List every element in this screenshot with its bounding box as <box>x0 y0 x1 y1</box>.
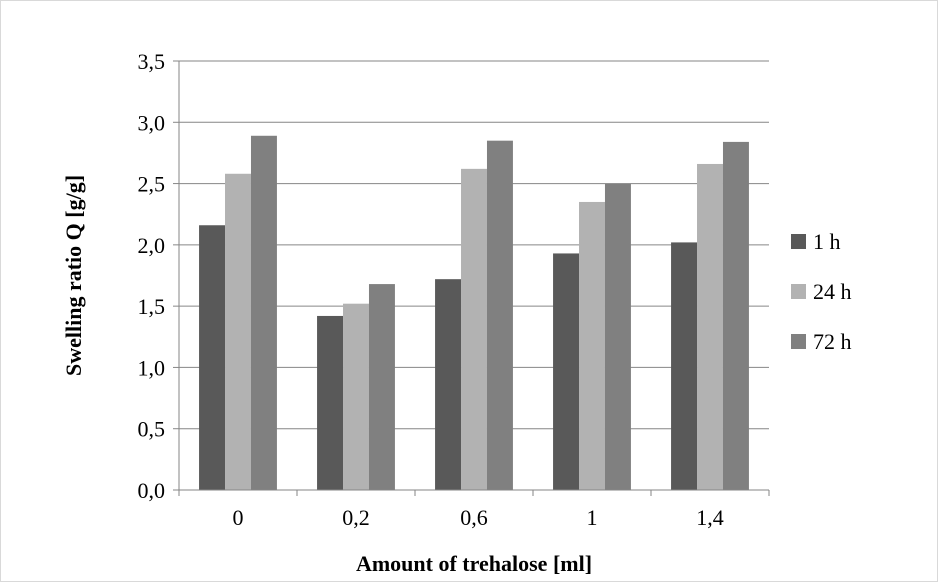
legend-label: 1 h <box>813 229 841 254</box>
bar <box>343 303 369 490</box>
y-tick-label: 0,0 <box>138 478 166 503</box>
bars <box>199 135 749 491</box>
legend-label: 72 h <box>813 329 852 354</box>
x-tick-label: 1 <box>587 505 598 530</box>
x-tick-label: 0 <box>233 505 244 530</box>
y-tick-labels: 0,0 0,5 1,0 1,5 2,0 2,5 3,0 3,5 <box>138 49 179 503</box>
bar <box>579 201 605 490</box>
bar <box>317 315 344 490</box>
bar <box>671 242 698 490</box>
y-tick-label: 3,5 <box>138 49 166 74</box>
bar <box>553 253 580 490</box>
x-axis-title: Amount of trehalose [ml] <box>356 551 592 576</box>
x-tick-labels: 0 0,2 0,6 1 1,4 <box>178 490 770 530</box>
x-tick-label: 1,4 <box>696 505 724 530</box>
bar <box>435 279 462 490</box>
axes <box>178 61 769 491</box>
bar <box>225 173 251 490</box>
y-tick-label: 1,5 <box>138 294 166 319</box>
bar <box>199 225 226 490</box>
bar <box>461 168 487 490</box>
bar <box>250 135 277 491</box>
legend-swatch <box>791 284 806 299</box>
y-axis-title: Swelling ratio Q [g/g] <box>61 175 86 376</box>
bar <box>604 183 631 491</box>
bar <box>722 141 749 490</box>
x-tick-label: 0,6 <box>460 505 488 530</box>
legend-label: 24 h <box>813 279 852 304</box>
y-tick-label: 1,0 <box>138 355 166 380</box>
x-tick-label: 0,2 <box>342 505 370 530</box>
bar <box>697 163 723 490</box>
legend-swatch <box>791 334 806 349</box>
y-tick-label: 0,5 <box>138 417 166 442</box>
legend-swatch <box>791 234 806 249</box>
y-tick-label: 2,5 <box>138 172 166 197</box>
y-tick-label: 2,0 <box>138 233 166 258</box>
legend: 1 h 24 h 72 h <box>791 229 852 354</box>
bar <box>486 140 513 490</box>
y-tick-label: 3,0 <box>138 110 166 135</box>
bar <box>368 284 395 490</box>
